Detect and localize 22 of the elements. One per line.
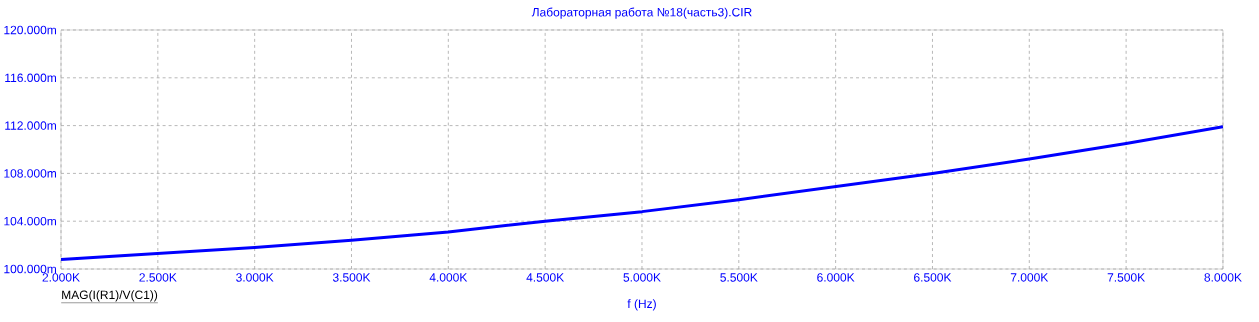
y-tick-label: 116.000m	[5, 73, 56, 83]
y-tick-label: 104.000m	[4, 216, 56, 226]
y-tick-label: 100.000m	[4, 264, 56, 274]
x-tick-label: 4.500K	[526, 273, 565, 282]
y-tick-label: 108.000m	[4, 169, 56, 178]
x-tick-label: 3.000K	[236, 273, 274, 282]
x-tick-label: 3.500K	[332, 273, 371, 282]
y-tick-label: 120.000m	[4, 25, 56, 35]
x-tick-label: 4.000K	[429, 273, 468, 282]
x-tick-label: 5.500K	[720, 273, 758, 282]
chart-title: Лабораторная работа №18(часть3).CIR	[531, 7, 752, 19]
x-tick-label: 6.000K	[817, 273, 855, 282]
x-tick-label: 2.500K	[139, 273, 177, 282]
x-tick-label: 7.000K	[1010, 273, 1049, 282]
text: MAG(I(R1)/V(C1))	[62, 290, 158, 302]
x-tick-label: 8.000K	[1204, 273, 1242, 282]
x-axis-title: f (Hz)	[627, 299, 656, 311]
x-tick-label: 2.000K	[42, 273, 80, 282]
x-tick-label: 6.500K	[914, 273, 952, 282]
x-tick-label: 7.500K	[1107, 273, 1145, 282]
y-tick-label: 112.000m	[5, 121, 56, 130]
x-tick-label: 5.000K	[623, 273, 661, 282]
